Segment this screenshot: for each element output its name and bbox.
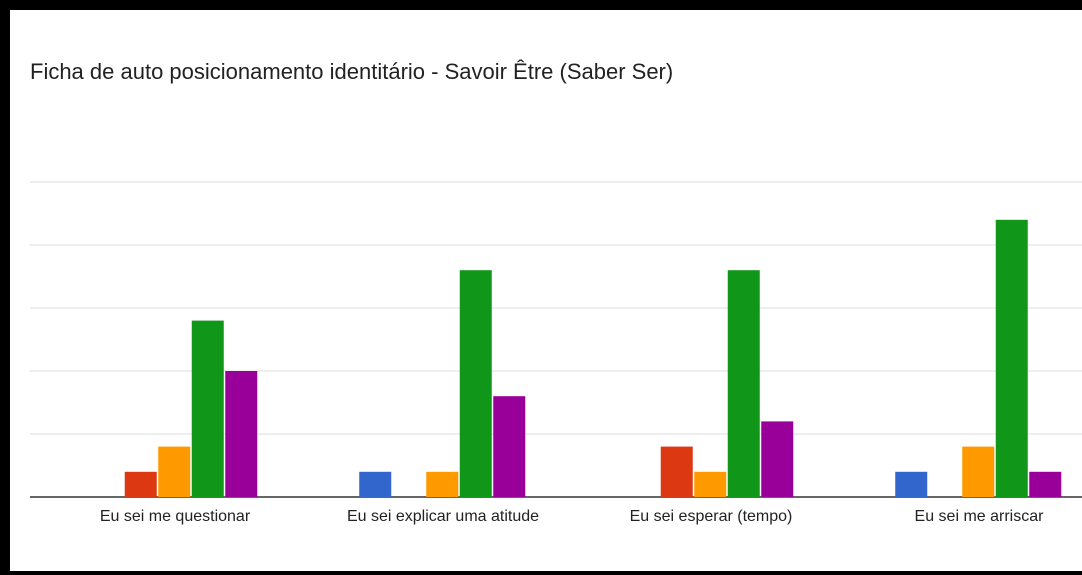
bar xyxy=(191,320,224,497)
bar xyxy=(895,471,928,497)
bar xyxy=(359,471,392,497)
x-tick-label: Eu sei me arriscar xyxy=(915,508,1045,525)
x-tick-label: Eu sei explicar uma atitude xyxy=(347,508,539,525)
bar xyxy=(459,270,492,497)
bar xyxy=(124,471,157,497)
bar xyxy=(995,219,1028,498)
bar xyxy=(1029,471,1062,497)
bar xyxy=(426,471,459,497)
bar xyxy=(761,421,794,497)
bar xyxy=(694,471,727,497)
chart-title: Ficha de auto posicionamento identitário… xyxy=(30,59,673,84)
x-tick-label: Eu sei me questionar xyxy=(100,508,251,525)
bar xyxy=(727,270,760,497)
bar xyxy=(962,446,995,497)
bar xyxy=(225,371,258,497)
bar xyxy=(493,396,526,497)
bar xyxy=(158,446,191,497)
x-tick-label: Eu sei esperar (tempo) xyxy=(630,508,793,525)
bar xyxy=(660,446,693,497)
